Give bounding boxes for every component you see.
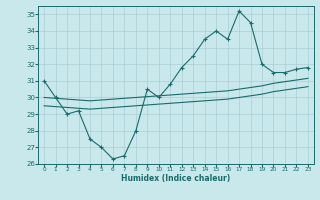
X-axis label: Humidex (Indice chaleur): Humidex (Indice chaleur) [121,174,231,183]
